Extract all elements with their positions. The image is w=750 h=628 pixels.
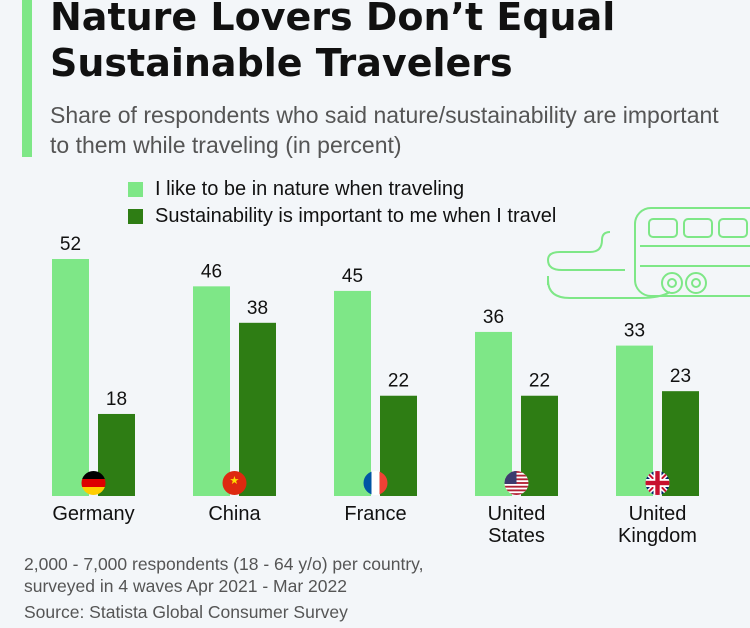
data-label: 22 xyxy=(388,371,409,392)
footer-note-line2: surveyed in 4 waves Apr 2021 - Mar 2022 xyxy=(24,576,347,596)
data-label: 22 xyxy=(529,371,550,392)
legend-label-sustainability: Sustainability is important to me when I… xyxy=(155,205,557,227)
bar-nature xyxy=(193,286,230,496)
category-label: China xyxy=(208,503,261,525)
legend: I like to be in nature when traveling Su… xyxy=(128,176,556,230)
bar-sustainability xyxy=(239,322,276,496)
germany-flag-icon xyxy=(81,471,106,495)
legend-item-sustainability: Sustainability is important to me when I… xyxy=(128,203,556,230)
category-label: States xyxy=(488,525,545,547)
legend-item-nature: I like to be in nature when traveling xyxy=(128,176,556,203)
svg-text:★: ★ xyxy=(230,474,240,487)
bar-nature xyxy=(52,259,89,496)
france-flag-icon xyxy=(363,471,388,495)
category-label: France xyxy=(344,503,406,525)
bar-nature xyxy=(475,331,512,496)
bus-icon xyxy=(547,207,750,299)
data-label: 46 xyxy=(201,261,222,282)
data-label: 33 xyxy=(624,321,645,342)
usa-flag-icon xyxy=(504,471,529,495)
china-flag-icon: ★ xyxy=(222,471,247,495)
data-label: 52 xyxy=(60,234,81,255)
data-label: 36 xyxy=(483,307,504,328)
footer-note-line1: 2,000 - 7,000 respondents (18 - 64 y/o) … xyxy=(24,554,424,574)
category-label: Germany xyxy=(52,503,134,525)
footer: 2,000 - 7,000 respondents (18 - 64 y/o) … xyxy=(24,553,424,623)
title-accent-bar xyxy=(22,0,32,157)
category-label: United xyxy=(629,503,687,525)
legend-swatch-nature xyxy=(128,182,143,197)
footer-source: Source: Statista Global Consumer Survey xyxy=(24,602,348,622)
bar-nature xyxy=(616,345,653,496)
data-label: 23 xyxy=(670,366,691,387)
chart-title: Nature Lovers Don’t Equal Sustainable Tr… xyxy=(50,0,616,85)
data-label: 45 xyxy=(342,266,363,287)
data-label: 18 xyxy=(106,389,127,410)
data-label: 38 xyxy=(247,298,268,319)
chart-subtitle: Share of respondents who said nature/sus… xyxy=(50,102,719,158)
bar-nature xyxy=(334,290,371,496)
legend-swatch-sustainability xyxy=(128,209,143,224)
legend-label-nature: I like to be in nature when traveling xyxy=(155,178,465,200)
category-label: Kingdom xyxy=(618,525,697,547)
uk-flag-icon xyxy=(645,471,670,495)
category-label: United xyxy=(488,503,546,525)
